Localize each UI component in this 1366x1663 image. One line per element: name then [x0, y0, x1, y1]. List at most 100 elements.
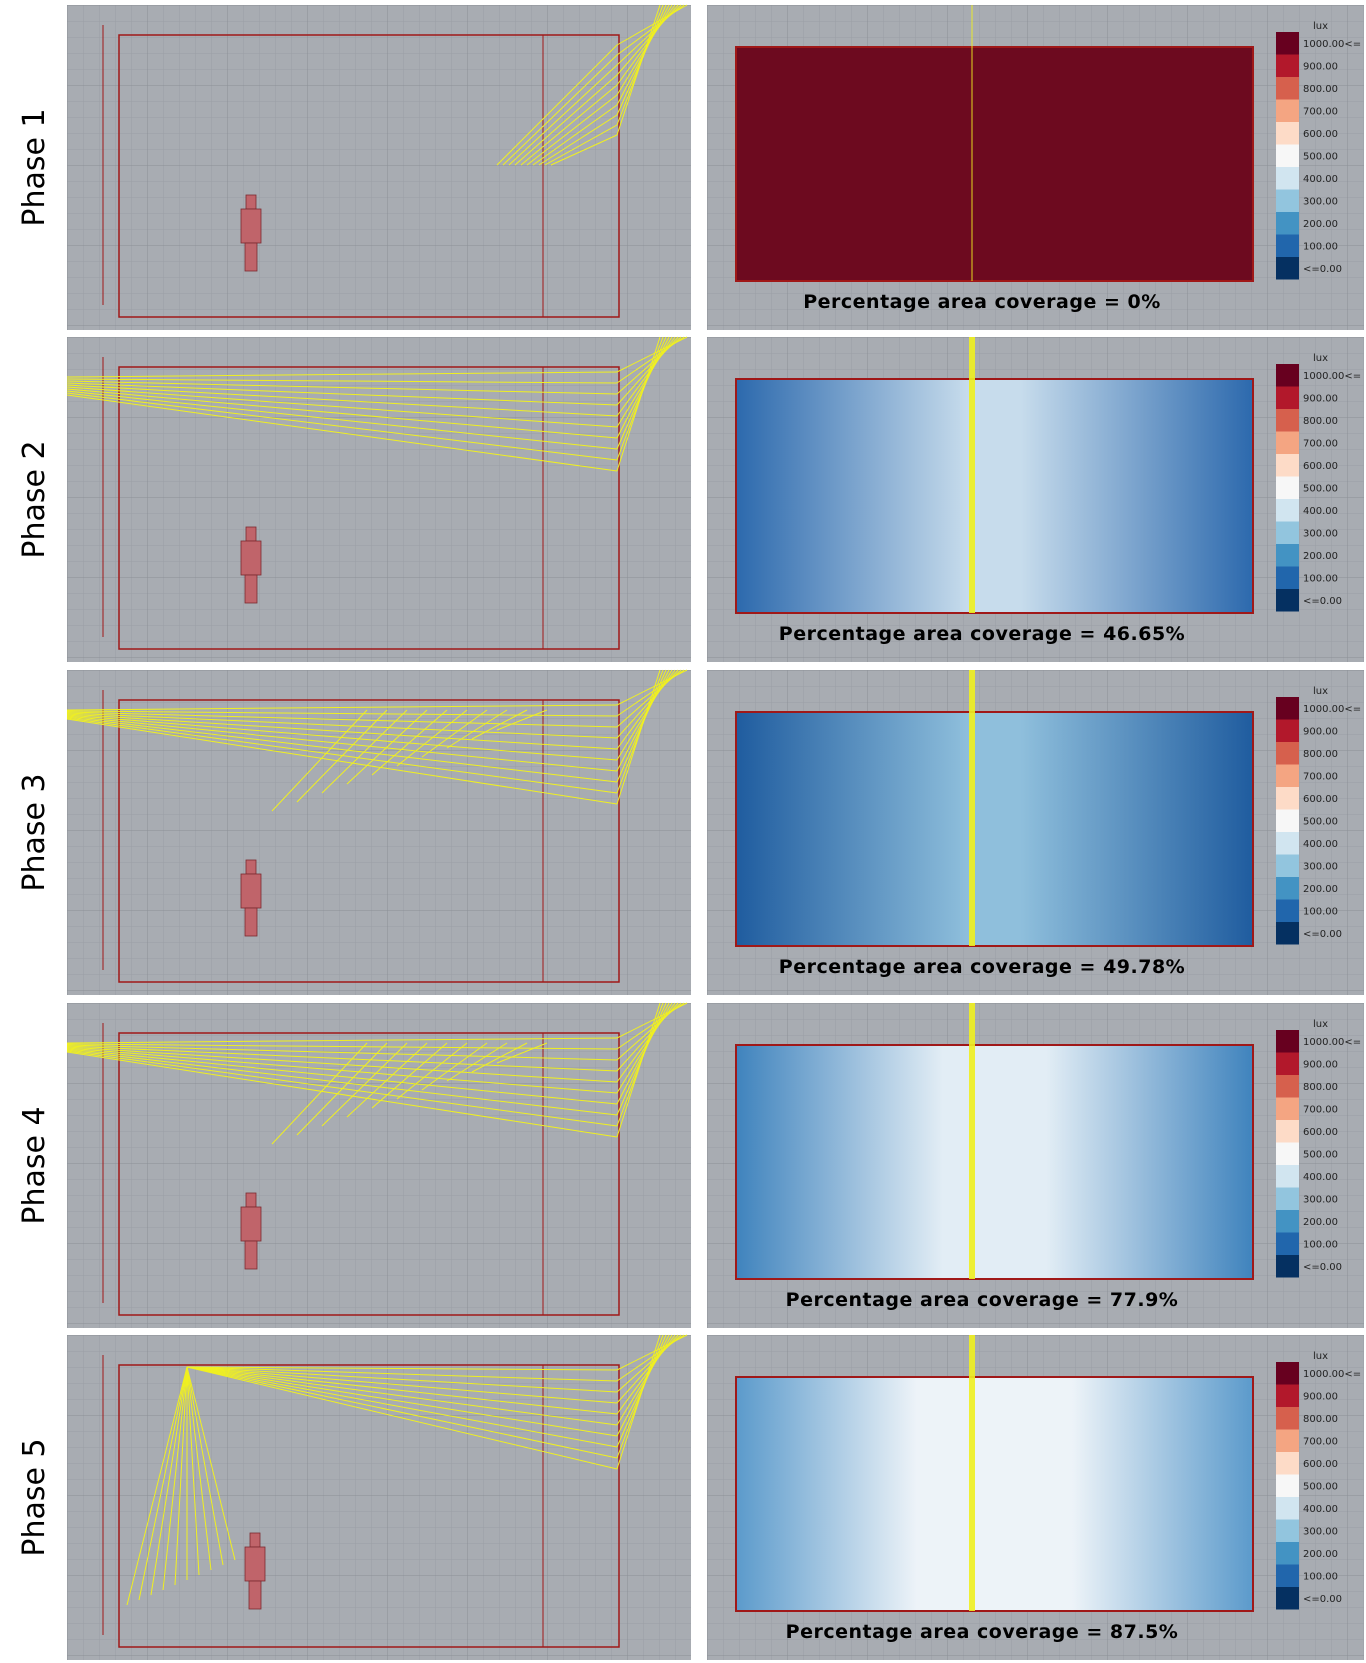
- legend-label: 700.00: [1303, 1105, 1338, 1116]
- legend-swatch: [1276, 855, 1299, 878]
- legend-label: 200.00: [1303, 884, 1338, 895]
- heatmap-view: Percentage area coverage = 77.9%lux1000.…: [707, 1003, 1364, 1328]
- legend-label: 100.00: [1303, 1240, 1338, 1251]
- section-view: [67, 337, 691, 662]
- legend-label: 300.00: [1303, 197, 1338, 208]
- person-body: [241, 541, 261, 575]
- heatmap-view: Percentage area coverage = 87.5%lux1000.…: [707, 1335, 1364, 1660]
- legend-label: 800.00: [1303, 416, 1338, 427]
- legend-label: 700.00: [1303, 439, 1338, 450]
- viewport-grid: [67, 5, 691, 330]
- legend-unit: lux: [1313, 686, 1328, 697]
- legend-unit: lux: [1313, 353, 1328, 364]
- legend-label: 1000.00<=: [1303, 371, 1361, 382]
- heatmap-view: Percentage area coverage = 0%lux1000.00<…: [707, 5, 1364, 330]
- legend-swatch: [1276, 1188, 1299, 1211]
- person-legs: [249, 1581, 261, 1609]
- legend-swatch: [1276, 77, 1299, 100]
- legend-swatch: [1276, 1120, 1299, 1143]
- legend-swatch: [1276, 922, 1299, 945]
- legend-label: 600.00: [1303, 1127, 1338, 1138]
- coverage-label: Percentage area coverage = 87.5%: [786, 1621, 1179, 1643]
- legend-label: 400.00: [1303, 1504, 1338, 1515]
- legend-label: 700.00: [1303, 1437, 1338, 1448]
- legend-swatch: [1276, 55, 1299, 78]
- legend-label: <=0.00: [1303, 929, 1342, 940]
- legend-label: 800.00: [1303, 749, 1338, 760]
- legend-swatch: [1276, 432, 1299, 455]
- legend-label: 300.00: [1303, 529, 1338, 540]
- legend-label: 400.00: [1303, 1172, 1338, 1183]
- legend-label: 600.00: [1303, 129, 1338, 140]
- section-view: [67, 670, 691, 995]
- legend-swatch: [1276, 257, 1299, 280]
- legend-label: 500.00: [1303, 1150, 1338, 1161]
- phase-row: Phase 5Percentage area coverage = 87.5%l…: [17, 1335, 1364, 1660]
- section-view: [67, 1335, 691, 1660]
- legend-label: 800.00: [1303, 1414, 1338, 1425]
- legend-swatch: [1276, 544, 1299, 567]
- section-view: [67, 5, 691, 330]
- heatmap: [736, 712, 1253, 946]
- coverage-label: Percentage area coverage = 49.78%: [779, 956, 1185, 978]
- legend-swatch: [1276, 1520, 1299, 1543]
- legend-label: 900.00: [1303, 727, 1338, 738]
- legend-swatch: [1276, 1165, 1299, 1188]
- legend-swatch: [1276, 235, 1299, 258]
- legend-label: 600.00: [1303, 461, 1338, 472]
- legend-label: 800.00: [1303, 1082, 1338, 1093]
- legend-swatch: [1276, 1452, 1299, 1475]
- legend-label: 400.00: [1303, 174, 1338, 185]
- legend-label: 1000.00<=: [1303, 39, 1361, 50]
- legend-label: 100.00: [1303, 574, 1338, 585]
- phase-row: Phase 4 Percentage area coverage = 77.9%l…: [17, 1003, 1364, 1328]
- legend-swatch: [1276, 1030, 1299, 1053]
- legend-swatch: [1276, 1587, 1299, 1610]
- coverage-label: Percentage area coverage = 46.65%: [779, 623, 1185, 645]
- legend-label: 700.00: [1303, 107, 1338, 118]
- legend-swatch: [1276, 1210, 1299, 1233]
- legend-label: 400.00: [1303, 839, 1338, 850]
- legend-swatch: [1276, 1475, 1299, 1498]
- phase-label: Phase 1: [17, 108, 52, 226]
- legend-swatch: [1276, 1098, 1299, 1121]
- legend-label: 300.00: [1303, 1195, 1338, 1206]
- legend-swatch: [1276, 832, 1299, 855]
- legend-swatch: [1276, 589, 1299, 612]
- coverage-label: Percentage area coverage = 77.9%: [786, 1289, 1179, 1311]
- legend-swatch: [1276, 697, 1299, 720]
- legend-label: 300.00: [1303, 1527, 1338, 1538]
- legend-swatch: [1276, 167, 1299, 190]
- legend-swatch: [1276, 364, 1299, 387]
- legend-label: 200.00: [1303, 1217, 1338, 1228]
- legend-swatch: [1276, 122, 1299, 145]
- legend-label: 500.00: [1303, 484, 1338, 495]
- heatmap-view: Percentage area coverage = 46.65% lux 1000…: [707, 337, 1364, 662]
- legend-label: 200.00: [1303, 219, 1338, 230]
- legend-label: 600.00: [1303, 1459, 1338, 1470]
- person-body: [241, 874, 261, 908]
- legend-label: 500.00: [1303, 152, 1338, 163]
- legend-swatch: [1276, 567, 1299, 590]
- person-legs: [245, 908, 257, 936]
- legend-label: 200.00: [1303, 1549, 1338, 1560]
- legend-label: 400.00: [1303, 506, 1338, 517]
- legend-swatch: [1276, 1075, 1299, 1098]
- heatmap-view: Percentage area coverage = 49.78%lux1000…: [707, 670, 1364, 995]
- phase-row: Phase 2Percentage area coverage = 46.65%…: [17, 337, 1364, 662]
- section-view: [67, 1003, 691, 1328]
- phase-row: Phase 3Percentage area coverage = 49.78%…: [17, 670, 1364, 995]
- person-legs: [245, 1241, 257, 1269]
- legend-swatch: [1276, 522, 1299, 545]
- legend-label: 900.00: [1303, 1060, 1338, 1071]
- legend-label: 500.00: [1303, 1482, 1338, 1493]
- legend-swatch: [1276, 477, 1299, 500]
- legend-swatch: [1276, 720, 1299, 743]
- legend-swatch: [1276, 1430, 1299, 1453]
- legend-swatch: [1276, 1385, 1299, 1408]
- legend-swatch: [1276, 1255, 1299, 1278]
- phase-label: Phase 4: [17, 1106, 52, 1224]
- heatmap: [736, 379, 1253, 613]
- legend-swatch: [1276, 1143, 1299, 1166]
- legend-label: 900.00: [1303, 1392, 1338, 1403]
